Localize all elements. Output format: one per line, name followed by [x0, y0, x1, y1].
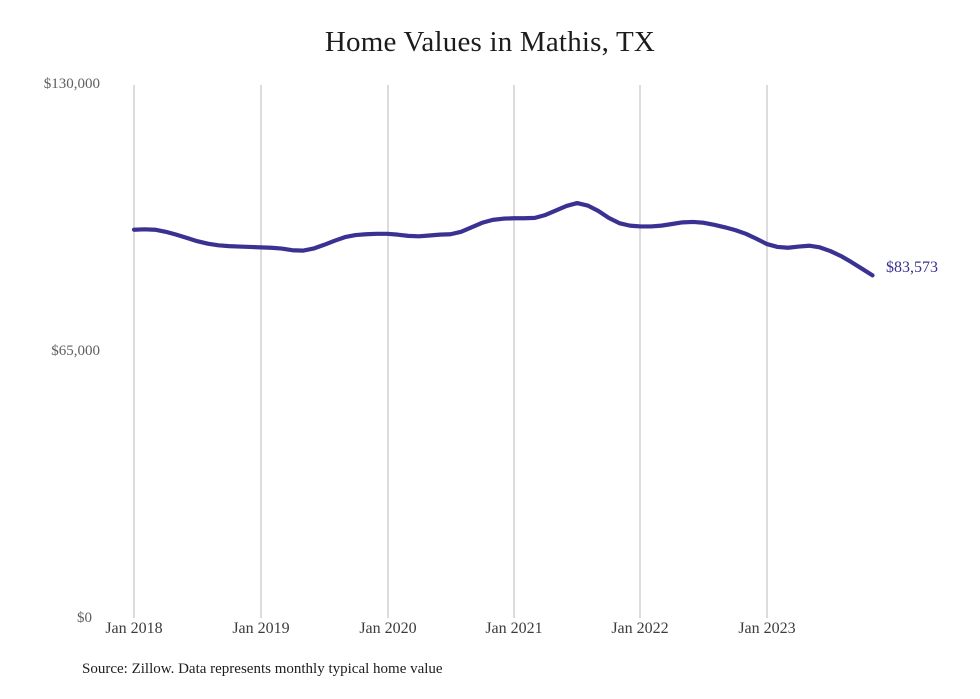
x-axis-tick-label-jan-2018: Jan 2018: [105, 620, 163, 637]
data-line-series: [131, 200, 875, 278]
y-axis-tick-label-middle: $65,000: [51, 343, 100, 359]
source-footnote: Source: Zillow. Data represents monthly …: [82, 661, 443, 677]
y-axis-tick-label-top: $130,000: [43, 76, 100, 92]
x-axis-tick-label-jan-2022: Jan 2022: [611, 620, 669, 637]
y-axis-tick-label-bottom: $0: [77, 610, 92, 626]
chart-title: Home Values in Mathis, TX: [324, 26, 656, 58]
x-axis-tick-label-jan-2021: Jan 2021: [485, 620, 543, 637]
x-axis-tick-label-jan-2020: Jan 2020: [359, 620, 417, 637]
x-axis-tick-label-jan-2023: Jan 2023: [738, 620, 796, 637]
x-axis-tick-label-jan-2019: Jan 2019: [232, 620, 290, 637]
gridlines: [133, 85, 768, 618]
end-value-annotation: $83,573: [886, 259, 938, 276]
